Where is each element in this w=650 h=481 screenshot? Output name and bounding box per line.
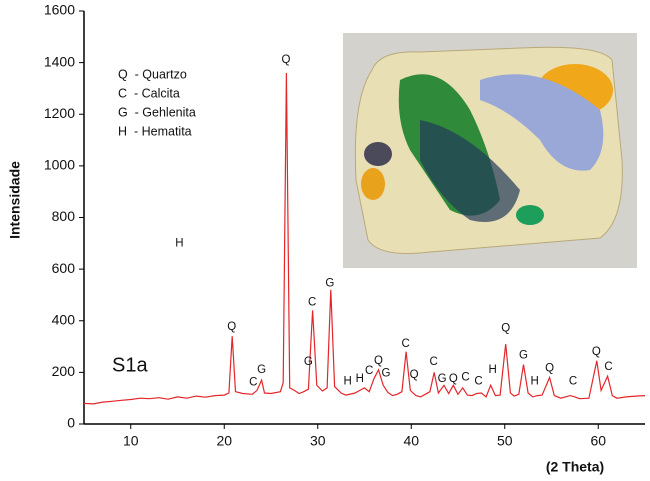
legend-entry: H - Hematita (118, 124, 192, 138)
peak-label: G (304, 356, 313, 368)
peak-label: Q (281, 54, 290, 66)
peak-label: G (438, 373, 447, 385)
peak-label: H (531, 375, 539, 387)
y-axis-label: Intensidade (7, 161, 23, 239)
x-tick-label: 20 (216, 433, 232, 449)
x-tick-label: 50 (497, 433, 513, 449)
peak-label: Q (410, 369, 419, 381)
peak-label: Q (592, 346, 601, 358)
y-tick-label: 400 (52, 311, 76, 327)
sample-label: S1a (112, 354, 148, 376)
peak-label: G (382, 368, 391, 380)
legend-entry: C - Calcita (118, 86, 180, 100)
y-tick-label: 200 (52, 363, 76, 379)
peak-label: C (308, 297, 316, 309)
y-tick-label: 1600 (44, 2, 75, 18)
y-tick-label: 0 (67, 415, 75, 431)
peak-label: H (488, 364, 496, 376)
peak-label: C (569, 375, 577, 387)
peak-label: H (344, 375, 352, 387)
peak-label: C (249, 377, 257, 389)
x-tick-label: 10 (123, 433, 139, 449)
inset-photo (343, 33, 637, 268)
y-tick-label: 800 (52, 208, 76, 224)
peak-label: C (365, 365, 373, 377)
peak-label: C (461, 372, 469, 384)
x-axis-label: (2 Theta) (546, 459, 604, 475)
peak-label: H (175, 237, 183, 249)
peak-label: Q (374, 355, 383, 367)
y-tick-label: 1000 (44, 157, 75, 173)
x-tick-label: 40 (403, 433, 419, 449)
peak-label: G (519, 350, 528, 362)
peak-label: C (604, 361, 612, 373)
peak-label: C (430, 356, 438, 368)
peak-label: C (401, 338, 409, 350)
legend-entry: G - Gehlenita (118, 105, 196, 119)
peak-label: Q (449, 373, 458, 385)
y-tick-label: 600 (52, 260, 76, 276)
x-tick-label: 60 (590, 433, 606, 449)
data-line (83, 72, 646, 405)
peak-label: Q (545, 363, 554, 375)
peak-label: G (257, 364, 266, 376)
peak-label: Q (501, 323, 510, 335)
y-tick-label: 1200 (44, 105, 75, 121)
legend-entry: Q - Quartzo (118, 67, 187, 81)
peak-label: H (356, 373, 364, 385)
peak-label: Q (227, 321, 236, 333)
x-tick-label: 30 (310, 433, 326, 449)
peak-label: G (325, 277, 334, 289)
y-tick-label: 1400 (44, 53, 75, 69)
peak-label: C (474, 375, 482, 387)
